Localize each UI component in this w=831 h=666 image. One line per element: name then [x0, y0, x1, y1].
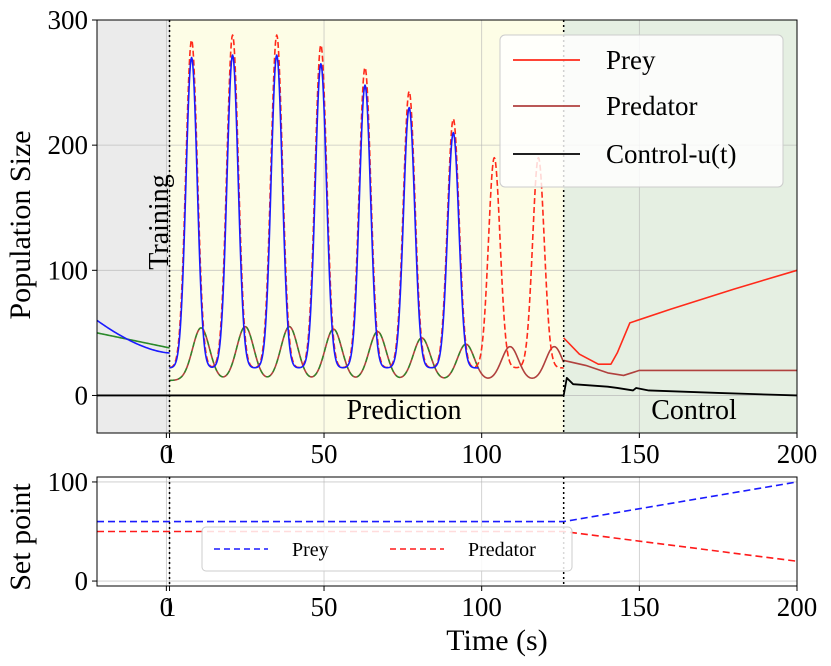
bottom-xtick-label: 50 [311, 592, 338, 622]
legend-top: Prey Predator Control-u(t) [499, 34, 784, 188]
region-label-prediction: Prediction [346, 395, 461, 426]
top-xtick-label: 0 [160, 439, 174, 469]
legend-label-predator: Predator [606, 91, 697, 121]
legend-label-prey-setpoint: Prey [292, 539, 329, 561]
top-xtick-label: 50 [311, 439, 338, 469]
region-label-training: Training [144, 174, 175, 269]
top-ytick-label: 100 [48, 255, 89, 285]
top-ytick-label: 0 [75, 380, 89, 410]
y-axis-label-top: Population Size [4, 130, 37, 319]
bottom-xtick-label: 1 [163, 592, 177, 622]
legend-label-predator-setpoint: Predator [468, 539, 536, 561]
predator-fit-line [169, 325, 480, 382]
legend-box [499, 34, 784, 188]
prey-fit-line [169, 54, 479, 369]
region-label-control: Control [651, 395, 737, 426]
bottom-ytick-label: 100 [48, 467, 89, 497]
prey-control-line [563, 269, 798, 365]
top-axes-frame [96, 19, 798, 434]
top-series [96, 34, 798, 397]
top-xtick-label: 100 [461, 439, 502, 469]
top-xtick-label: 1 [163, 439, 177, 469]
prey-training-fit [96, 319, 170, 354]
control-signal-line [97, 377, 798, 397]
legend-label-control: Control-u(t) [606, 139, 736, 169]
bottom-xtick-label: 200 [777, 592, 818, 622]
training-region [97, 20, 170, 433]
top-ytick-label: 200 [48, 130, 89, 160]
predator-control-line [563, 359, 797, 377]
bottom-xtick-label: 150 [619, 592, 660, 622]
top-xtick-label: 150 [619, 439, 660, 469]
y-axis-label-bottom: Set point [4, 483, 37, 591]
legend-box-bottom [201, 526, 573, 572]
bottom-xtick-label: 100 [461, 592, 502, 622]
bottom-xtick-label: 0 [160, 592, 174, 622]
legend-label-prey: Prey [606, 45, 656, 75]
bottom-ytick-label: 0 [75, 566, 89, 596]
legend-bottom: Prey Predator [201, 526, 573, 572]
top-ytick-label: 300 [48, 5, 89, 35]
top-xtick-label: 200 [777, 439, 818, 469]
prey-setpoint-line [97, 481, 798, 523]
bottom-axes-frame [96, 476, 798, 587]
predator-training-fit [96, 332, 170, 349]
x-axis-label: Time (s) [446, 624, 547, 657]
prey-line [169, 34, 564, 369]
